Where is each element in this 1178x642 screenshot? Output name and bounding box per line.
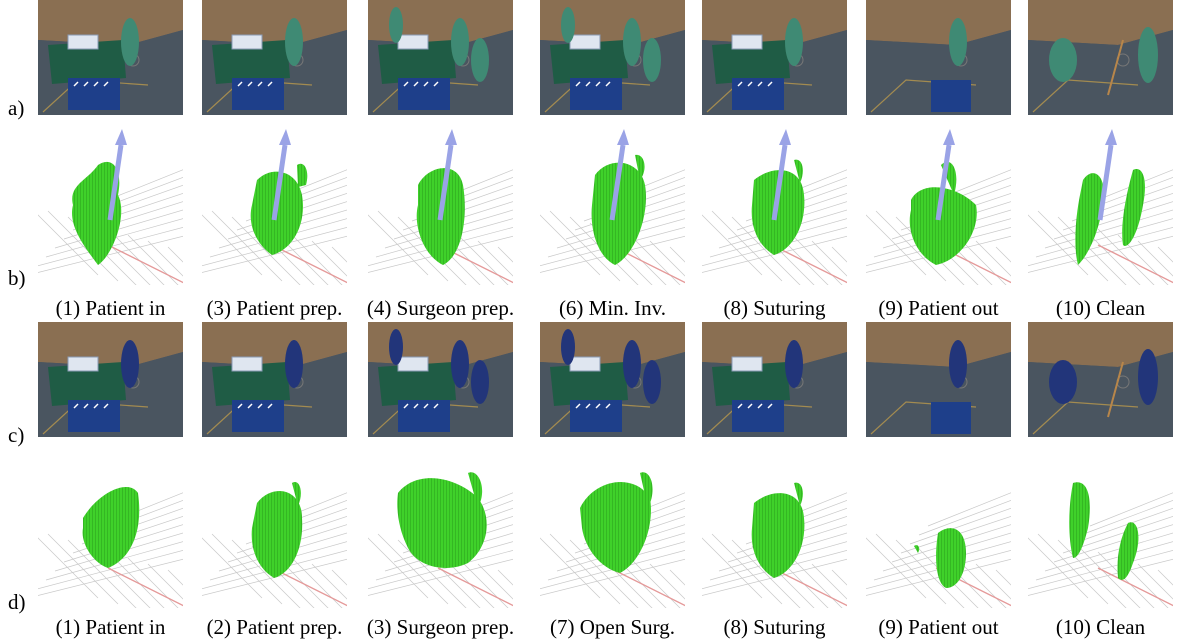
voxel-b-2 — [202, 125, 347, 285]
voxel-b-4 — [540, 125, 685, 285]
photo-a-5-scene-suturing — [702, 0, 847, 115]
row-label-c: c) — [8, 423, 25, 447]
photo-c-3-scene-surgeon-prep — [368, 322, 513, 437]
photo-a-3-scene-surgeon-prep — [368, 0, 513, 115]
voxel-d-3 — [368, 448, 513, 608]
caption: (9) Patient out — [878, 615, 999, 639]
caption: (10) Clean — [1055, 615, 1146, 639]
voxel-d-5 — [702, 448, 847, 608]
caption: (1) Patient in — [55, 296, 166, 320]
caption: (8) Suturing — [723, 615, 826, 639]
voxel-b-3 — [368, 125, 513, 285]
caption: (8) Suturing — [723, 296, 826, 320]
photo-c-4-scene-open-surg — [540, 322, 685, 437]
voxel-d-1 — [38, 448, 183, 608]
voxel-b-7 — [1028, 125, 1173, 285]
photo-a-7-scene-clean — [1028, 0, 1173, 115]
photo-a-4-scene-min-inv — [540, 0, 685, 115]
photo-c-6-scene-patient-out — [866, 322, 1011, 437]
voxel-b-5 — [702, 125, 847, 285]
caption: (9) Patient out — [878, 296, 999, 320]
voxel-d-6 — [866, 448, 1011, 608]
voxel-d-7 — [1028, 448, 1173, 608]
row-label-d: d) — [8, 590, 26, 614]
row-label-b: b) — [8, 266, 26, 290]
caption: (3) Patient prep. — [206, 296, 343, 320]
row-label-a: a) — [8, 96, 25, 120]
caption: (10) Clean — [1055, 296, 1146, 320]
caption: (7) Open Surg. — [549, 615, 675, 639]
voxel-d-2 — [202, 448, 347, 608]
voxel-d-4 — [540, 448, 685, 608]
caption: (6) Min. Inv. — [558, 296, 667, 320]
caption: (1) Patient in — [55, 615, 166, 639]
photo-a-1-scene-patient-in — [38, 0, 183, 115]
photo-c-1-scene-patient-in — [38, 322, 183, 437]
voxel-b-6 — [866, 125, 1011, 285]
photo-c-5-scene-suturing — [702, 322, 847, 437]
caption: (4) Surgeon prep. — [366, 296, 515, 320]
photo-c-7-scene-clean — [1028, 322, 1173, 437]
voxel-b-1 — [38, 125, 183, 285]
caption: (2) Patient prep. — [206, 615, 343, 639]
photo-a-2-scene-patient-prep — [202, 0, 347, 115]
caption: (3) Surgeon prep. — [366, 615, 515, 639]
photo-a-6-scene-patient-out — [866, 0, 1011, 115]
photo-c-2-scene-patient-prep — [202, 322, 347, 437]
